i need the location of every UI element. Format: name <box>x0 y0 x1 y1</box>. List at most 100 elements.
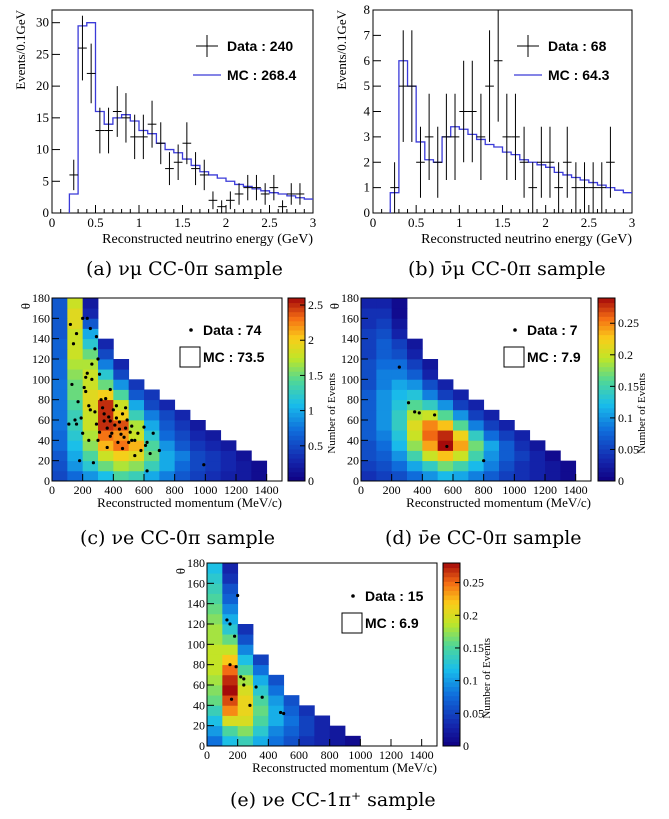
data-point <box>545 126 555 198</box>
data-point <box>254 685 258 689</box>
data-point <box>125 418 129 422</box>
heatmap-cell <box>113 460 130 472</box>
heatmap-cell <box>376 409 393 421</box>
heatmap-cell <box>67 409 84 421</box>
heatmap-cell <box>205 430 222 441</box>
heatmap-cell <box>376 399 393 411</box>
heatmap-cell <box>422 470 439 482</box>
data-point <box>87 438 91 442</box>
colorbar-segment <box>288 298 305 304</box>
data-point <box>85 316 89 320</box>
data-point <box>243 174 253 201</box>
y-tick-label: 0 <box>353 474 359 488</box>
x-tick-label: 400 <box>104 483 122 497</box>
heatmap-cell <box>391 440 408 451</box>
data-point <box>127 440 131 444</box>
heatmap-cell <box>361 328 377 340</box>
heatmap-cell <box>437 409 454 421</box>
colorbar-segment <box>288 325 305 331</box>
y-tick-label: 100 <box>341 372 359 386</box>
heatmap-cell <box>314 725 331 737</box>
colorbar-frame <box>442 562 461 747</box>
heatmap-cell <box>329 735 346 747</box>
y-tick-label: 4 <box>364 104 371 119</box>
heatmap-cell <box>222 563 239 574</box>
heatmap-cell <box>190 420 206 431</box>
x-axis-title: Reconstructed neutrino energy (GeV) <box>102 232 313 247</box>
colorbar-segment <box>288 426 305 432</box>
legend-mc-label: MC : 7.9 <box>527 349 581 365</box>
mc-histogram-line <box>68 22 313 213</box>
heatmap-cell <box>67 450 84 462</box>
colorbar-segment <box>598 430 615 436</box>
heatmap-cell <box>376 450 393 462</box>
colorbar-segment <box>598 394 615 400</box>
heatmap-cell <box>376 470 393 482</box>
heatmap-cell <box>82 338 99 350</box>
heatmap-cell <box>159 430 176 441</box>
x-tick-label: 1400 <box>564 483 588 497</box>
heatmap-cell <box>82 379 99 390</box>
data-point <box>571 162 581 213</box>
heatmap-cell <box>237 654 254 666</box>
data-point <box>112 86 122 137</box>
heatmap-cell <box>190 470 206 482</box>
colorbar-segment <box>443 681 460 688</box>
heatmap-cell <box>422 359 439 370</box>
heatmap-cell <box>207 735 223 747</box>
data-point <box>99 398 103 402</box>
heatmap-cell <box>82 470 99 482</box>
colorbar-tick-label: 0.1 <box>618 411 633 425</box>
data-point <box>84 389 88 394</box>
data-point <box>111 408 115 412</box>
colorbar-segment <box>288 371 305 377</box>
x-tick-label: 2 <box>223 215 230 230</box>
heatmap-cell <box>453 470 469 482</box>
heatmap-cell <box>174 470 191 482</box>
heatmap-cell <box>82 440 99 451</box>
data-point <box>588 162 598 213</box>
colorbar-segment <box>598 453 615 459</box>
data-point <box>81 431 85 435</box>
heatmap-cell <box>437 460 454 472</box>
heatmap-cell <box>299 715 315 727</box>
heatmap-cell <box>222 573 239 584</box>
colorbar-segment <box>598 348 615 354</box>
heatmap-cell <box>560 460 577 472</box>
data-point <box>248 703 252 707</box>
legend-data-marker <box>513 328 517 332</box>
heatmap-cell <box>52 399 68 411</box>
colorbar-segment <box>443 572 460 578</box>
data-point <box>117 420 122 424</box>
data-point <box>130 438 134 442</box>
data-point <box>562 126 572 198</box>
data-point <box>130 424 134 428</box>
heatmap-cell <box>391 379 408 390</box>
heatmap-cell <box>207 593 223 605</box>
colorbar-segment <box>443 723 460 729</box>
heatmap-cell <box>407 359 423 370</box>
heatmap-cell <box>514 470 531 482</box>
data-point <box>145 440 149 444</box>
heatmap-cell <box>391 318 408 329</box>
y-tick-label: 0 <box>43 205 50 220</box>
y-tick-label: 180 <box>341 291 359 305</box>
colorbar-segment <box>443 704 460 710</box>
colorbar-segment <box>288 362 305 368</box>
data-point <box>459 60 468 163</box>
heatmap-cell <box>407 470 423 482</box>
heatmap-cell <box>253 725 269 737</box>
heatmap-cell <box>82 298 99 309</box>
colorbar-segment <box>443 732 460 738</box>
colorbar-segment <box>598 421 615 427</box>
data-point <box>91 461 95 465</box>
heatmap-cell <box>253 715 269 727</box>
x-axis-title: Reconstructed momentum (MeV/c) <box>252 760 437 775</box>
data-point <box>165 152 174 186</box>
heatmap-cell <box>98 379 114 390</box>
heatmap-cell <box>329 725 346 737</box>
heatmap-cell <box>453 399 469 411</box>
heatmap-cell <box>361 389 377 401</box>
colorbar-tick-label: 0 <box>463 739 469 753</box>
colorbar-segment <box>443 595 460 601</box>
